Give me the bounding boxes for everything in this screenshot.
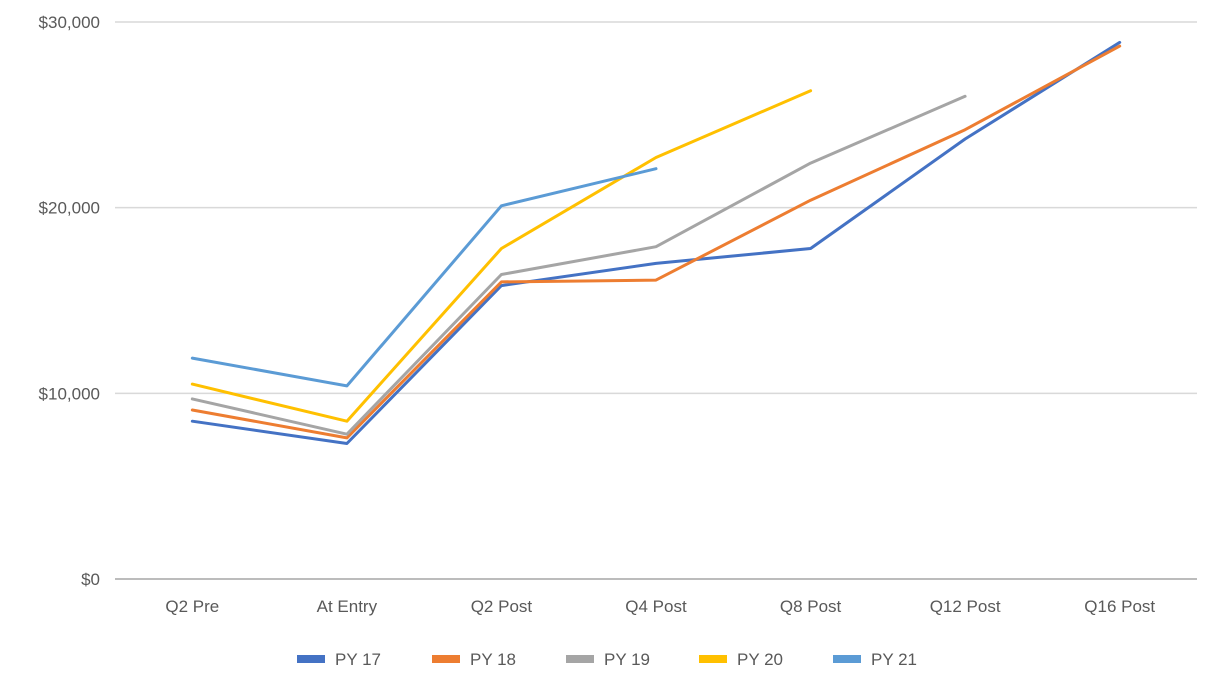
x-tick-label: Q2 Post <box>471 597 533 616</box>
y-tick-label: $20,000 <box>39 199 100 218</box>
legend-swatch <box>699 655 727 663</box>
series-line-py-18 <box>192 46 1119 438</box>
legend-label: PY 21 <box>871 650 917 669</box>
x-tick-label: Q16 Post <box>1084 597 1155 616</box>
legend-label: PY 20 <box>737 650 783 669</box>
series-line-py-19 <box>192 96 965 434</box>
legend-swatch <box>297 655 325 663</box>
x-tick-label: At Entry <box>317 597 378 616</box>
x-tick-label: Q2 Pre <box>165 597 219 616</box>
legend-item-py-20: PY 20 <box>699 650 783 669</box>
y-tick-label: $0 <box>81 570 100 589</box>
legend-item-py-17: PY 17 <box>297 650 381 669</box>
legend-item-py-21: PY 21 <box>833 650 917 669</box>
x-tick-label: Q8 Post <box>780 597 842 616</box>
x-tick-label: Q12 Post <box>930 597 1001 616</box>
legend-label: PY 19 <box>604 650 650 669</box>
legend-swatch <box>432 655 460 663</box>
series-lines <box>192 42 1119 443</box>
x-axis: Q2 Pre At Entry Q2 Post Q4 Post Q8 Post Q12 P… <box>115 579 1197 616</box>
legend-item-py-18: PY 18 <box>432 650 516 669</box>
gridlines <box>115 22 1197 393</box>
legend-swatch <box>566 655 594 663</box>
legend: PY 17 PY 18 PY 19 PY 20 PY 21 <box>297 650 917 669</box>
y-tick-label: $10,000 <box>39 384 100 403</box>
y-tick-label: $30,000 <box>39 13 100 32</box>
y-axis: $0 $10,000 $20,000 $30,000 <box>39 13 100 589</box>
legend-swatch <box>833 655 861 663</box>
legend-item-py-19: PY 19 <box>566 650 650 669</box>
legend-label: PY 17 <box>335 650 381 669</box>
x-tick-label: Q4 Post <box>625 597 687 616</box>
legend-label: PY 18 <box>470 650 516 669</box>
